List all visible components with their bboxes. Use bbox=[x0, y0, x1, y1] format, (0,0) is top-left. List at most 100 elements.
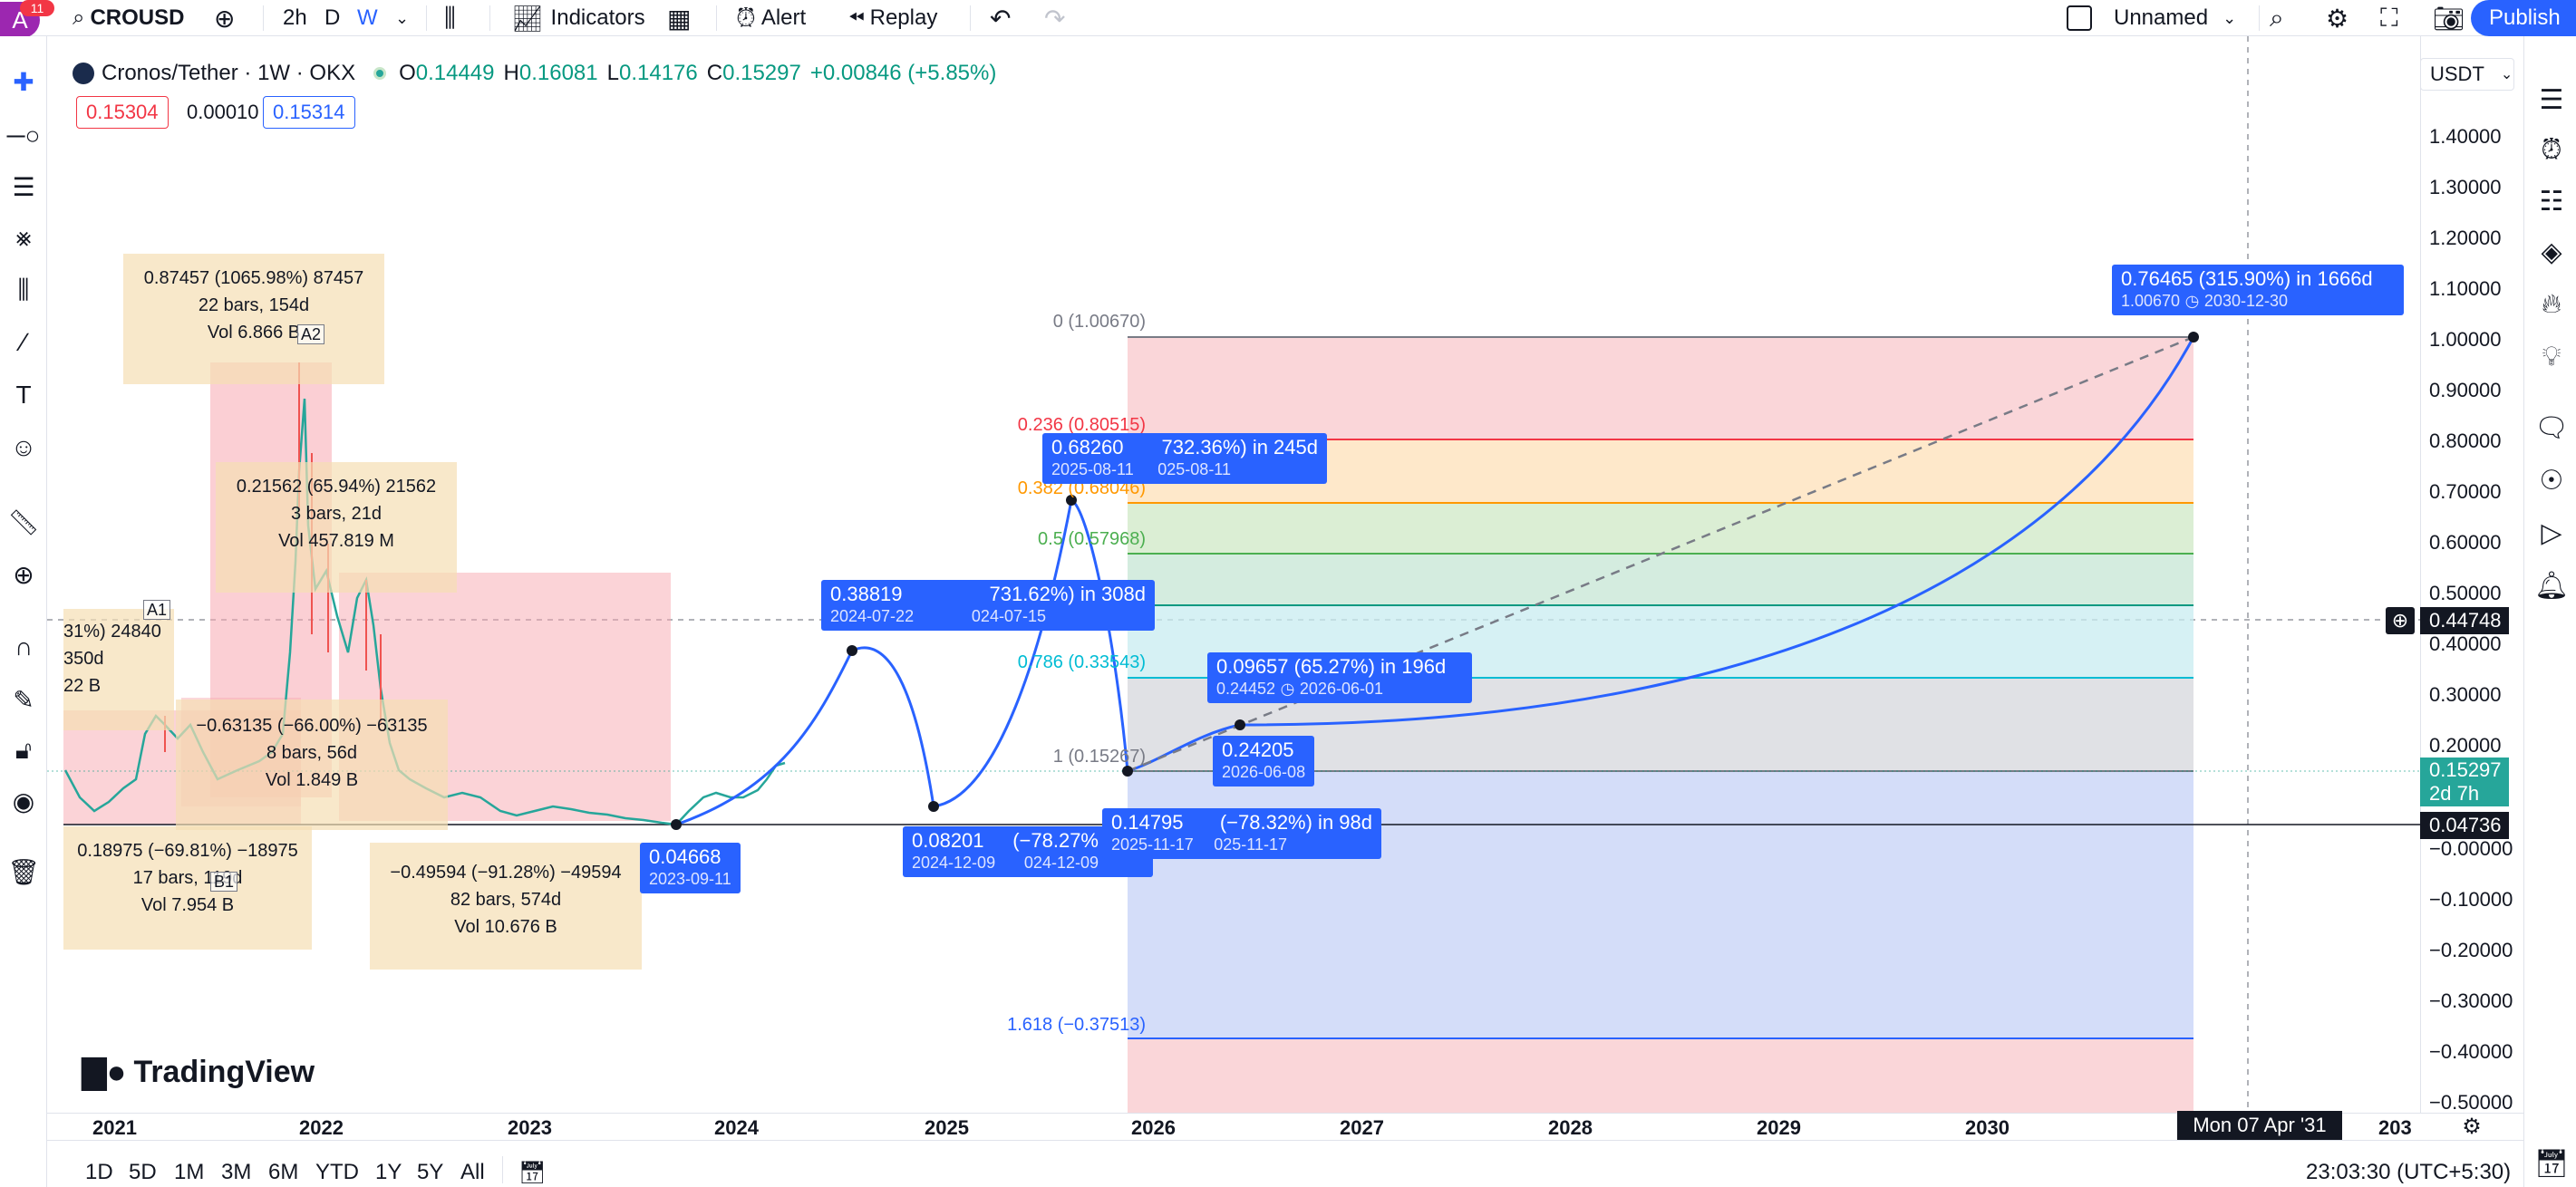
range-1d[interactable]: 1D bbox=[85, 1160, 113, 1184]
tradingview-logo[interactable]: ▇● TradingView bbox=[82, 1053, 315, 1091]
measure-label-b1[interactable]: 0.18975 (−69.81%) −18975 17 bars, 119d V… bbox=[63, 826, 312, 950]
lock-drawings-tool[interactable]: 🔓︎ bbox=[7, 734, 40, 767]
axis-settings-button[interactable]: ⚙ bbox=[2458, 1113, 2485, 1140]
icon-tool[interactable]: ☺ bbox=[7, 431, 40, 464]
range-5d[interactable]: 5D bbox=[129, 1160, 157, 1184]
interval-d[interactable]: D bbox=[324, 0, 340, 36]
symbol-legend[interactable]: Cronos/Tether · 1W · OKX O 0.14449 H 0.160… bbox=[73, 60, 996, 87]
layers-button[interactable]: ◈ bbox=[2533, 234, 2570, 270]
symbol-search-button[interactable]: ⌕ CROUSD bbox=[73, 0, 184, 36]
bid-price-button[interactable]: 0.15304 bbox=[76, 96, 169, 129]
range-1m[interactable]: 1M bbox=[174, 1160, 205, 1184]
measure-label-a2[interactable]: 0.87457 (1065.98%) 87457 22 bars, 154d V… bbox=[123, 254, 384, 384]
measure-label-bear[interactable]: −0.49594 (−91.28%) −49594 82 bars, 574d … bbox=[370, 843, 642, 970]
pitchfork-tool[interactable]: ☰ bbox=[7, 170, 40, 203]
fib-trend-line[interactable] bbox=[1127, 335, 2194, 773]
range-3m[interactable]: 3M bbox=[221, 1160, 252, 1184]
measure-label-drop[interactable]: −0.63135 (−66.00%) −63135 8 bars, 56d Vo… bbox=[176, 700, 448, 830]
text-tool[interactable]: T bbox=[7, 379, 40, 411]
measure-line: Vol 1.849 B bbox=[265, 770, 359, 790]
fullscreen-button[interactable]: ⛶ bbox=[2380, 0, 2398, 36]
pattern-tool[interactable]: ⨳ bbox=[7, 221, 40, 254]
go-to-date-button[interactable]: 📅︎ bbox=[518, 1160, 546, 1186]
indicators-button[interactable]: 📈︎ Indicators bbox=[511, 0, 645, 36]
callout-p5[interactable]: 0.14795 (−78.32%) in 98d 2025-11-17 025-… bbox=[1102, 808, 1381, 859]
measure-label-a1[interactable]: 31%) 24840 350d 22 B bbox=[63, 609, 174, 730]
range-6m[interactable]: 6M bbox=[268, 1160, 299, 1184]
pivot-p3[interactable] bbox=[928, 801, 939, 812]
forecast-tool[interactable]: ⫼ bbox=[7, 274, 40, 306]
price-tick: −0.40000 bbox=[2429, 1040, 2513, 1063]
chart-pane[interactable]: Cronos/Tether · 1W · OKX O 0.14449 H 0.160… bbox=[47, 36, 2523, 1113]
range-5y[interactable]: 5Y bbox=[417, 1160, 444, 1184]
trend-line-tool[interactable]: ─○ bbox=[7, 120, 41, 152]
object-tree-button[interactable]: ☷ bbox=[2533, 183, 2570, 219]
stay-in-drawing-tool[interactable]: ✎ bbox=[7, 683, 40, 716]
measure-line: −0.49594 (−91.28%) −49594 bbox=[390, 863, 622, 883]
brush-tool[interactable]: ∕ bbox=[7, 326, 40, 359]
remove-drawings-tool[interactable]: 🗑︎ bbox=[7, 855, 40, 888]
price-tick: 0.20000 bbox=[2429, 734, 2502, 757]
callout-p2[interactable]: 0.38819 731.62%) in 308d 2024-07-22 024-… bbox=[821, 580, 1155, 631]
pivot-p6[interactable] bbox=[1235, 719, 1245, 730]
chart-type-button[interactable]: ⫼ bbox=[444, 0, 456, 36]
pivot-p1[interactable] bbox=[671, 819, 682, 830]
time-axis[interactable] bbox=[47, 1113, 2523, 1140]
publish-button[interactable]: Publish bbox=[2471, 0, 2576, 36]
callout-p4[interactable]: 0.68260 732.36%) in 245d 2025-08-11 025-… bbox=[1042, 433, 1327, 484]
zoom-tool[interactable]: ⊕ bbox=[7, 558, 40, 591]
magnet-tool[interactable]: ∩ bbox=[7, 631, 40, 663]
plus-circle-icon: ⊕ bbox=[2391, 609, 2409, 632]
price-tick: 0.30000 bbox=[2429, 683, 2502, 706]
pivot-p5[interactable] bbox=[1122, 766, 1133, 777]
chat-button[interactable]: 🗨︎ bbox=[2533, 410, 2570, 446]
time-tick: 2026 bbox=[1131, 1116, 1176, 1139]
clock-timezone[interactable]: 23:03:30 (UTC+5:30) bbox=[2306, 1160, 2512, 1184]
callout-p8[interactable]: 0.76465 (315.90%) in 1666d 1.00670 ◷ 203… bbox=[2112, 265, 2404, 315]
measure-label-mid[interactable]: 0.21562 (65.94%) 21562 3 bars, 21d Vol 4… bbox=[216, 462, 457, 593]
callout-p7[interactable]: 0.09657 (65.27%) in 196d 0.24452 ◷ 2026-… bbox=[1207, 652, 1472, 703]
callout-p1[interactable]: 0.04668 2023-09-11 bbox=[640, 843, 741, 893]
currency-selector[interactable]: USDT ⌄ bbox=[2420, 58, 2514, 91]
redo-button[interactable]: ↷ bbox=[1044, 0, 1065, 36]
range-ytd[interactable]: YTD bbox=[315, 1160, 359, 1184]
templates-button[interactable]: ▦ bbox=[667, 0, 691, 36]
interval-w[interactable]: W bbox=[357, 0, 378, 36]
crosshair-tool[interactable]: ✚ bbox=[7, 65, 40, 98]
streams-button[interactable]: ▷ bbox=[2533, 515, 2570, 551]
search-icon: ⌕ bbox=[73, 5, 85, 30]
layout-button[interactable]: Unnamed ⌄ bbox=[2067, 0, 2236, 36]
pivot-p4[interactable] bbox=[1066, 495, 1077, 506]
compare-button[interactable]: ⊕ bbox=[214, 0, 235, 36]
quick-search-button[interactable]: ⌕ bbox=[2270, 0, 2284, 36]
ask-price-button[interactable]: 0.15314 bbox=[263, 96, 355, 129]
ideas-button[interactable]: 💡︎ bbox=[2533, 339, 2570, 375]
hide-drawings-tool[interactable]: ◉ bbox=[7, 785, 40, 817]
pivot-p8[interactable] bbox=[2188, 332, 2199, 343]
alerts-panel-button[interactable]: ⏰︎ bbox=[2533, 132, 2570, 169]
settings-button[interactable]: ⚙ bbox=[2326, 0, 2348, 36]
alert-button[interactable]: ⏰︎ Alert bbox=[736, 0, 806, 36]
callout-date: 2030-12-30 bbox=[2203, 292, 2288, 310]
top-toolbar: A 11 ⌕ CROUSD ⊕ 2h D W ⌄ ⫼ 📈︎ Indicators… bbox=[0, 0, 2576, 38]
hotlists-button[interactable]: 🔥︎ bbox=[2533, 286, 2570, 323]
watchlist-button[interactable]: ☰ bbox=[2533, 82, 2570, 118]
price-axis[interactable] bbox=[2420, 36, 2523, 1113]
calendar-button[interactable]: 📅︎ bbox=[2533, 1145, 2570, 1182]
replay-button[interactable]: ⏪︎ Replay bbox=[848, 0, 937, 36]
callout-price: 0.68260 bbox=[1051, 436, 1124, 458]
pencil-icon: ∕ bbox=[21, 328, 26, 356]
notifications-button[interactable]: 🔔︎ bbox=[2533, 567, 2570, 603]
projection-path[interactable] bbox=[675, 336, 2195, 826]
help-button[interactable]: ☉ bbox=[2533, 462, 2570, 498]
interval-dropdown[interactable]: ⌄ bbox=[395, 0, 409, 36]
range-all[interactable]: All bbox=[460, 1160, 485, 1184]
undo-button[interactable]: ↶ bbox=[990, 0, 1011, 36]
interval-2h[interactable]: 2h bbox=[283, 0, 307, 36]
measure-tool[interactable]: 📏︎ bbox=[7, 506, 40, 538]
pivot-p2[interactable] bbox=[847, 645, 857, 656]
snapshot-button[interactable]: 📷︎ bbox=[2433, 0, 2465, 36]
range-1y[interactable]: 1Y bbox=[375, 1160, 402, 1184]
add-alert-plus-button[interactable]: ⊕ bbox=[2386, 607, 2415, 634]
callout-p6[interactable]: 0.24205 2026-06-08 bbox=[1213, 736, 1315, 787]
